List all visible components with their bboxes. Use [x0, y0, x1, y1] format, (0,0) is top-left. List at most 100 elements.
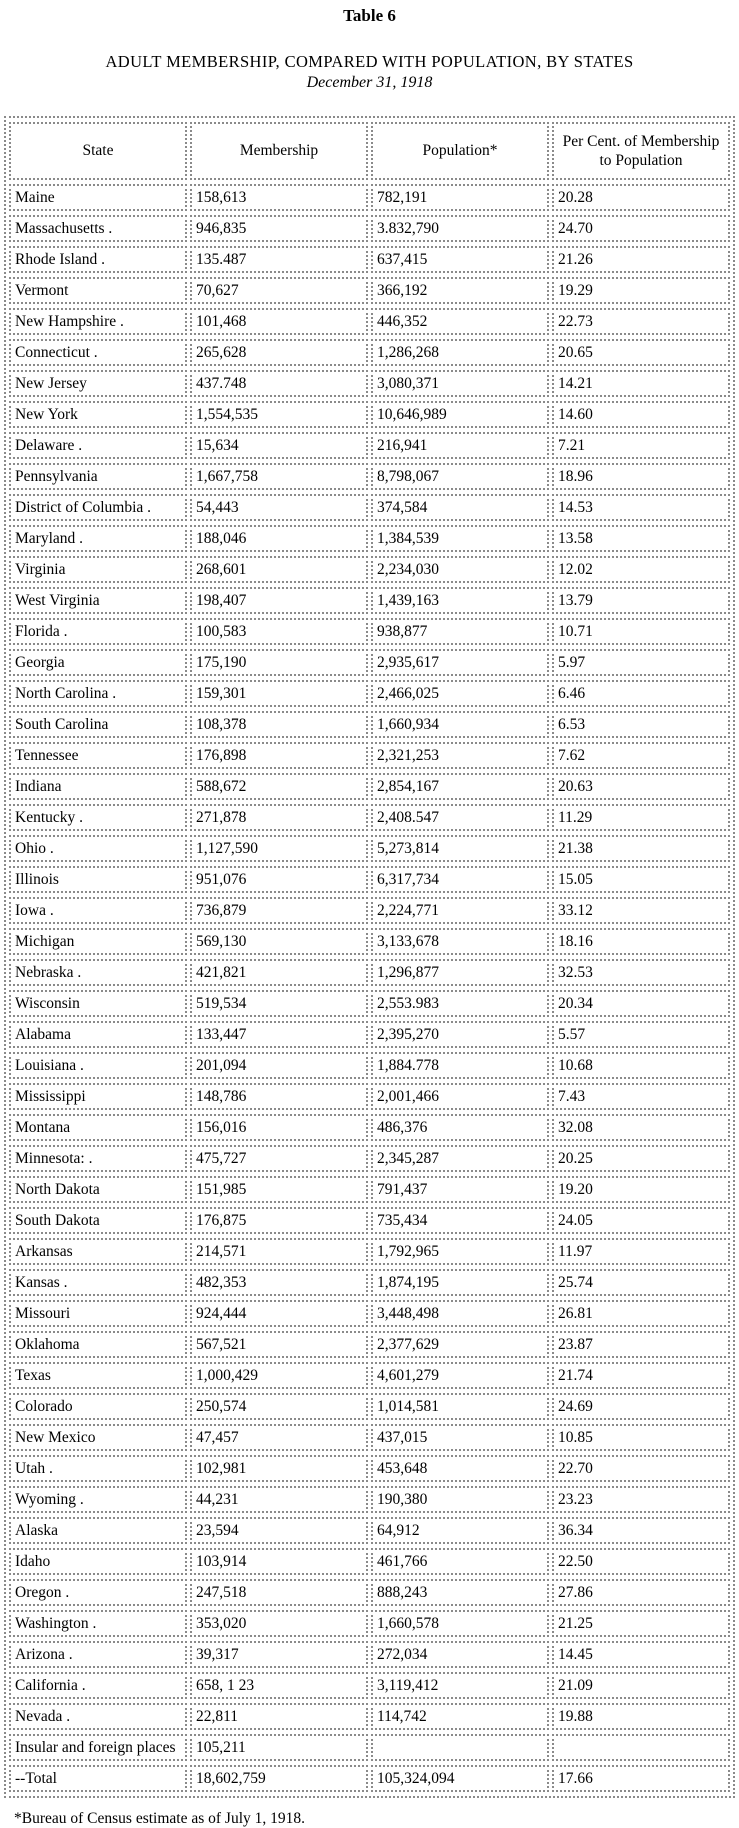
- table-row: Oklahoma 567,521 2,377,629 23.87: [9, 1331, 730, 1358]
- table-cell: Tennessee: [9, 742, 187, 769]
- table-row: Insular and foreign places 105,211: [9, 1734, 730, 1761]
- table-cell: 567,521: [190, 1331, 368, 1358]
- table-cell: 201,094: [190, 1052, 368, 1079]
- table-cell: Michigan: [9, 928, 187, 955]
- table-cell: 1,667,758: [190, 463, 368, 490]
- table-row: Delaware . 15,634 216,941 7.21: [9, 432, 730, 459]
- table-cell: 437,015: [371, 1424, 549, 1451]
- table-cell: 64,912: [371, 1517, 549, 1544]
- table-cell: New Jersey: [9, 370, 187, 397]
- table-cell: Arkansas: [9, 1238, 187, 1265]
- table-cell: 18.16: [552, 928, 730, 955]
- table-row: Virginia 268,601 2,234,030 12.02: [9, 556, 730, 583]
- table-cell: 265,628: [190, 339, 368, 366]
- table-cell: 22.70: [552, 1455, 730, 1482]
- table-cell: Vermont: [9, 277, 187, 304]
- table-cell: 20.28: [552, 184, 730, 211]
- table-cell: Mississippi: [9, 1083, 187, 1110]
- table-cell: 23,594: [190, 1517, 368, 1544]
- table-cell: 2,854,167: [371, 773, 549, 800]
- table-cell: 15,634: [190, 432, 368, 459]
- table-cell: 27.86: [552, 1579, 730, 1606]
- table-cell: 156,016: [190, 1114, 368, 1141]
- table-cell: 12.02: [552, 556, 730, 583]
- table-row: New Mexico 47,457 437,015 10.85: [9, 1424, 730, 1451]
- table-cell: 21.38: [552, 835, 730, 862]
- table-cell: 421,821: [190, 959, 368, 986]
- table-cell: 247,518: [190, 1579, 368, 1606]
- table-row: New Jersey 437.748 3,080,371 14.21: [9, 370, 730, 397]
- table-cell: 13.58: [552, 525, 730, 552]
- table-cell: 159,301: [190, 680, 368, 707]
- table-cell: California .: [9, 1672, 187, 1699]
- table-row: North Carolina . 159,301 2,466,025 6.46: [9, 680, 730, 707]
- table-row: Michigan 569,130 3,133,678 18.16: [9, 928, 730, 955]
- table-cell: 1,014,581: [371, 1393, 549, 1420]
- table-cell: 2,408.547: [371, 804, 549, 831]
- table-cell: 6.53: [552, 711, 730, 738]
- table-cell: Rhode Island .: [9, 246, 187, 273]
- table-cell: Delaware .: [9, 432, 187, 459]
- table-row: North Dakota 151,985 791,437 19.20: [9, 1176, 730, 1203]
- table-cell: Florida .: [9, 618, 187, 645]
- table-row: New York 1,554,535 10,646,989 14.60: [9, 401, 730, 428]
- table-cell: 39,317: [190, 1641, 368, 1668]
- table-cell: 25.74: [552, 1269, 730, 1296]
- table-cell: 103,914: [190, 1548, 368, 1575]
- header-row: State Membership Population* Per Cent. o…: [9, 122, 730, 180]
- date-subtitle: December 31, 1918: [306, 74, 433, 91]
- table-cell: 482,353: [190, 1269, 368, 1296]
- table-cell: 21.26: [552, 246, 730, 273]
- table-cell: 20.34: [552, 990, 730, 1017]
- table-cell: 1,874,195: [371, 1269, 549, 1296]
- table-cell: 214,571: [190, 1238, 368, 1265]
- table-cell: 10.68: [552, 1052, 730, 1079]
- table-cell: North Carolina .: [9, 680, 187, 707]
- table-row: Washington . 353,020 1,660,578 21.25: [9, 1610, 730, 1637]
- table-cell: 18,602,759: [190, 1765, 368, 1792]
- table-cell: 437.748: [190, 370, 368, 397]
- table-cell: 1,660,934: [371, 711, 549, 738]
- table-cell: 453,648: [371, 1455, 549, 1482]
- table-cell: 938,877: [371, 618, 549, 645]
- table-cell: 6.46: [552, 680, 730, 707]
- table-row: Arizona . 39,317 272,034 14.45: [9, 1641, 730, 1668]
- table-cell: 735,434: [371, 1207, 549, 1234]
- membership-table: State Membership Population* Per Cent. o…: [4, 116, 735, 1798]
- table-row: Vermont 70,627 366,192 19.29: [9, 277, 730, 304]
- table-cell: 2,001,466: [371, 1083, 549, 1110]
- table-row: Maine 158,613 782,191 20.28: [9, 184, 730, 211]
- table-cell: 100,583: [190, 618, 368, 645]
- table-cell: Missouri: [9, 1300, 187, 1327]
- table-row: Rhode Island . 135.487 637,415 21.26: [9, 246, 730, 273]
- table-row: California . 658, 1 23 3,119,412 21.09: [9, 1672, 730, 1699]
- table-cell: 21.25: [552, 1610, 730, 1637]
- table-cell: Georgia: [9, 649, 187, 676]
- table-cell: Oregon .: [9, 1579, 187, 1606]
- table-cell: 3,080,371: [371, 370, 549, 397]
- table-header: State Membership Population* Per Cent. o…: [9, 122, 730, 180]
- table-cell: 15.05: [552, 866, 730, 893]
- table-cell: 475,727: [190, 1145, 368, 1172]
- table-cell: 19.20: [552, 1176, 730, 1203]
- table-row: Ohio . 1,127,590 5,273,814 21.38: [9, 835, 730, 862]
- table-cell: 133,447: [190, 1021, 368, 1048]
- table-row: South Carolina 108,378 1,660,934 6.53: [9, 711, 730, 738]
- table-cell: Arizona .: [9, 1641, 187, 1668]
- table-cell: 1,286,268: [371, 339, 549, 366]
- table-cell: Iowa .: [9, 897, 187, 924]
- table-cell: 5.97: [552, 649, 730, 676]
- table-cell: 10,646,989: [371, 401, 549, 428]
- table-body: Maine 158,613 782,191 20.28 Massachusetts .9…: [9, 184, 730, 1792]
- table-cell: Illinois: [9, 866, 187, 893]
- table-cell: 5.57: [552, 1021, 730, 1048]
- table-cell: 158,613: [190, 184, 368, 211]
- table-cell: 1,660,578: [371, 1610, 549, 1637]
- table-cell: 17.66: [552, 1765, 730, 1792]
- table-row: Kentucky . 271,878 2,408.547 11.29: [9, 804, 730, 831]
- table-cell: 2,395,270: [371, 1021, 549, 1048]
- table-cell: 148,786: [190, 1083, 368, 1110]
- table-cell: 21.74: [552, 1362, 730, 1389]
- table-cell: 14.21: [552, 370, 730, 397]
- table-row: Missouri 924,444 3,448,498 26.81: [9, 1300, 730, 1327]
